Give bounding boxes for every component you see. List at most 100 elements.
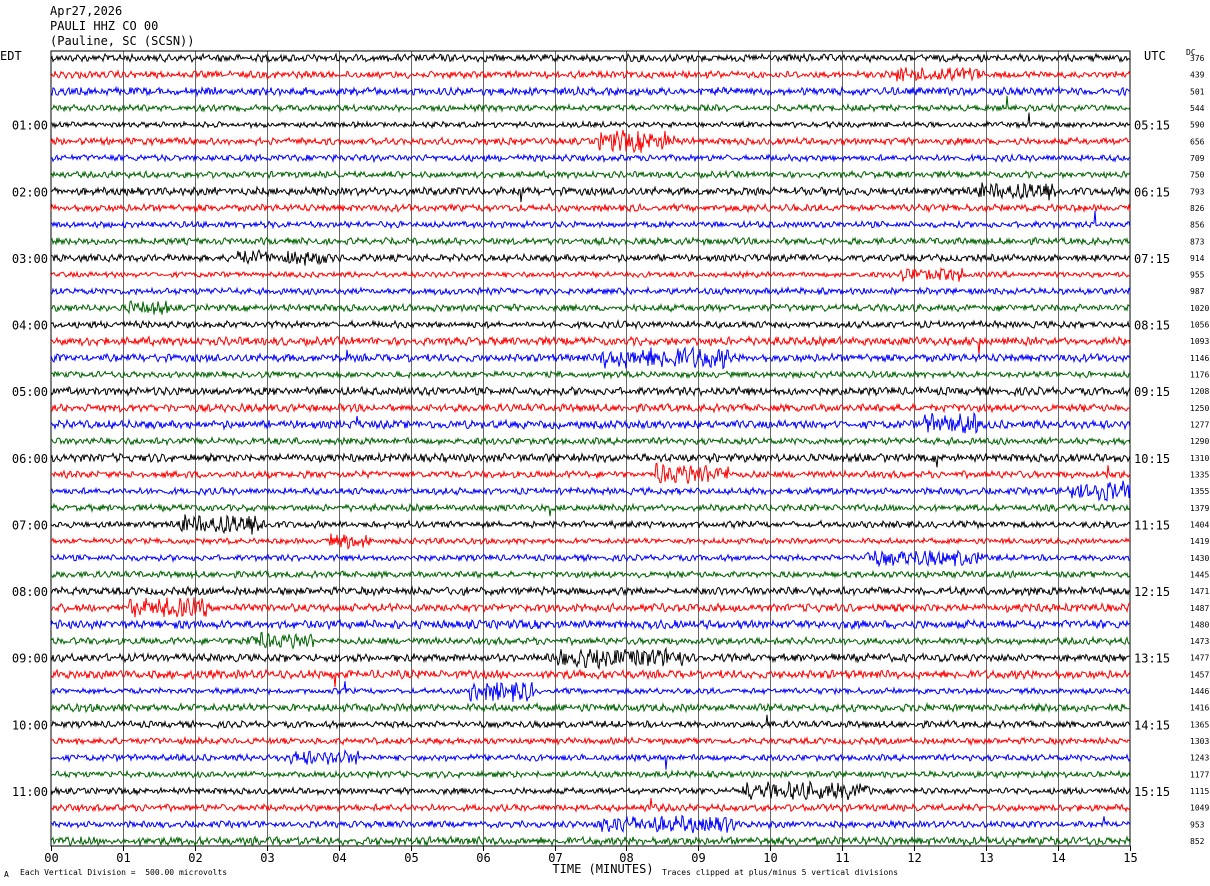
right-timezone-label: UTC bbox=[1144, 49, 1166, 63]
dc-offset-value: 544 bbox=[1190, 104, 1205, 113]
dc-offset-value: 1243 bbox=[1190, 754, 1209, 763]
seismic-trace bbox=[50, 169, 1131, 180]
x-tick-label: 11 bbox=[835, 851, 849, 865]
seismic-trace bbox=[50, 52, 1131, 64]
seismic-trace bbox=[50, 202, 1131, 214]
seismic-trace bbox=[50, 780, 1131, 801]
right-hour-label: 08:15 bbox=[1134, 319, 1170, 333]
seismic-trace bbox=[50, 569, 1131, 580]
dc-offset-value: 1056 bbox=[1190, 321, 1209, 330]
x-tick-label: 06 bbox=[476, 851, 490, 865]
seismic-trace bbox=[50, 735, 1131, 747]
seismic-trace bbox=[50, 668, 1131, 688]
dc-offset-value: 1473 bbox=[1190, 637, 1209, 646]
dc-offset-value: 1310 bbox=[1190, 454, 1209, 463]
seismic-trace bbox=[50, 236, 1131, 247]
dc-offset-value: 1176 bbox=[1190, 371, 1209, 380]
seismic-trace bbox=[50, 451, 1131, 468]
seismic-trace bbox=[50, 95, 1131, 114]
dc-offset-value: 1457 bbox=[1190, 670, 1209, 679]
dc-offset-value: 955 bbox=[1190, 271, 1205, 280]
right-hour-label: 14:15 bbox=[1134, 718, 1170, 732]
right-hour-label: 11:15 bbox=[1134, 518, 1170, 532]
seismic-trace bbox=[50, 369, 1131, 380]
dc-offset-value: 1250 bbox=[1190, 404, 1209, 413]
seismic-trace bbox=[50, 646, 1131, 670]
left-hour-label: 11:00 bbox=[12, 785, 48, 799]
seismic-trace bbox=[50, 66, 1131, 82]
right-hour-label: 15:15 bbox=[1134, 785, 1170, 799]
x-tick-label: 01 bbox=[116, 851, 130, 865]
seismic-trace bbox=[50, 411, 1131, 435]
dc-offset-value: 501 bbox=[1190, 87, 1205, 96]
chart-date: Apr27,2026 bbox=[50, 4, 123, 18]
dc-offset-value: 1430 bbox=[1190, 554, 1209, 563]
dc-offset-value: 1049 bbox=[1190, 804, 1209, 813]
dc-offset-value: 1093 bbox=[1190, 337, 1209, 346]
right-hour-label: 06:15 bbox=[1134, 185, 1170, 199]
dc-offset-value: 873 bbox=[1190, 237, 1205, 246]
x-tick-label: 15 bbox=[1123, 851, 1137, 865]
seismic-trace bbox=[50, 549, 1131, 568]
dc-offset-value: 1277 bbox=[1190, 421, 1209, 430]
right-hour-label: 09:15 bbox=[1134, 385, 1170, 399]
dc-offset-value: 1208 bbox=[1190, 387, 1209, 396]
dc-offset-value: 656 bbox=[1190, 137, 1205, 146]
seismic-trace bbox=[50, 514, 1131, 535]
left-timezone-label: EDT bbox=[0, 49, 22, 63]
dc-offset-value: 1416 bbox=[1190, 704, 1209, 713]
dc-offset-value: 1177 bbox=[1190, 770, 1209, 779]
clipping-note: Traces clipped at plus/minus 5 vertical … bbox=[662, 868, 899, 877]
right-hour-label: 10:15 bbox=[1134, 452, 1170, 466]
corner-mark: A bbox=[4, 870, 9, 879]
right-hour-label: 12:15 bbox=[1134, 585, 1170, 599]
dc-offset-value: 1471 bbox=[1190, 587, 1209, 596]
seismic-trace bbox=[50, 285, 1131, 297]
seismic-trace bbox=[50, 319, 1131, 330]
seismic-trace bbox=[50, 435, 1131, 447]
dc-offset-value: 1355 bbox=[1190, 487, 1209, 496]
seismic-trace bbox=[50, 798, 1131, 814]
vertical-scale-note: Each Vertical Division = 500.00 microvol… bbox=[20, 868, 228, 877]
dc-offset-value: 987 bbox=[1190, 287, 1205, 296]
seismic-trace bbox=[50, 210, 1131, 230]
right-hour-label: 13:15 bbox=[1134, 652, 1170, 666]
x-tick-label: 12 bbox=[907, 851, 921, 865]
dc-offset-value: 709 bbox=[1190, 154, 1205, 163]
seismic-trace bbox=[50, 112, 1131, 130]
x-axis-title: TIME (MINUTES) bbox=[552, 862, 653, 876]
right-hour-label: 07:15 bbox=[1134, 252, 1170, 266]
seismic-trace bbox=[50, 462, 1131, 484]
seismic-trace bbox=[50, 300, 1131, 315]
seismic-trace bbox=[50, 385, 1131, 398]
dc-offset-value: 1303 bbox=[1190, 737, 1209, 746]
dc-offset-value: 1446 bbox=[1190, 687, 1209, 696]
seismic-trace bbox=[50, 129, 1131, 154]
dc-offset-value: 439 bbox=[1190, 71, 1205, 80]
x-tick-label: 02 bbox=[188, 851, 202, 865]
seismic-trace bbox=[50, 749, 1131, 770]
seismic-trace bbox=[50, 152, 1131, 164]
seismic-trace bbox=[50, 814, 1131, 834]
dc-offset-header: DC bbox=[1186, 48, 1196, 57]
seismic-trace bbox=[50, 618, 1131, 631]
seismic-trace bbox=[50, 631, 1131, 650]
x-tick-label: 03 bbox=[260, 851, 274, 865]
dc-offset-value: 1020 bbox=[1190, 304, 1209, 313]
x-tick-label: 08 bbox=[619, 851, 633, 865]
dc-offset-value: 914 bbox=[1190, 254, 1205, 263]
dc-offset-value: 852 bbox=[1190, 837, 1205, 846]
x-tick-label: 07 bbox=[548, 851, 562, 865]
seismic-trace bbox=[50, 266, 1131, 282]
x-tick-label: 05 bbox=[404, 851, 418, 865]
dc-offset-value: 1480 bbox=[1190, 620, 1209, 629]
left-hour-label: 01:00 bbox=[12, 119, 48, 133]
station-location: (Pauline, SC (SCSN)) bbox=[50, 34, 195, 48]
dc-offset-value: 1335 bbox=[1190, 470, 1209, 479]
seismic-trace bbox=[50, 769, 1131, 780]
dc-offset-value: 793 bbox=[1190, 187, 1205, 196]
seismic-trace bbox=[50, 502, 1131, 517]
x-tick-label: 13 bbox=[979, 851, 993, 865]
dc-offset-value: 1115 bbox=[1190, 787, 1209, 796]
